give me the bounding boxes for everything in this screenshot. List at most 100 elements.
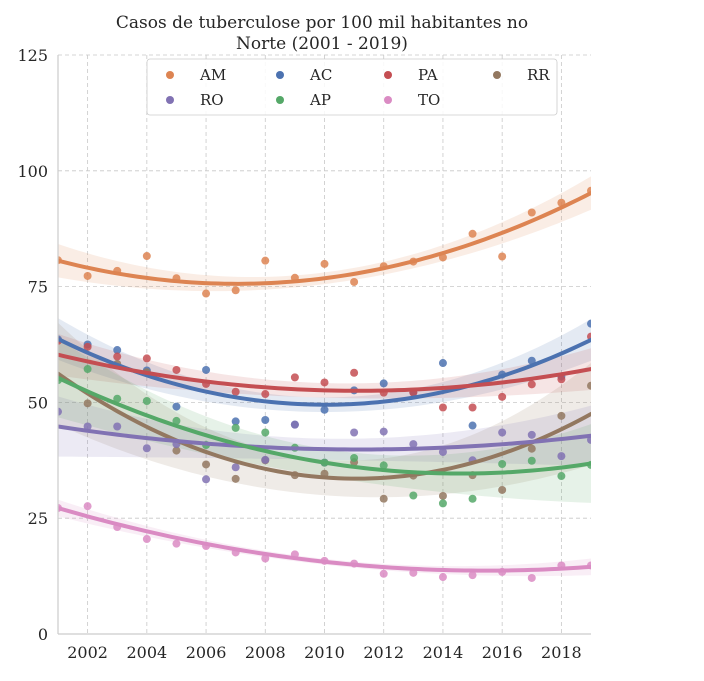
data-point-rr xyxy=(231,474,240,483)
y-tick-label: 125 xyxy=(17,46,48,65)
regression-line-ac xyxy=(58,336,591,407)
data-point-to xyxy=(379,569,388,578)
data-point-ro xyxy=(261,455,270,464)
data-point-ap xyxy=(409,491,418,500)
data-point-ro xyxy=(438,447,447,456)
confidence-band-rr xyxy=(58,322,591,498)
data-point-rr xyxy=(379,494,388,503)
grid xyxy=(58,54,591,635)
data-point-pa xyxy=(468,403,477,412)
data-point-ap xyxy=(527,456,536,465)
confidence-band-ap xyxy=(58,338,591,503)
data-point-ro xyxy=(58,407,62,416)
data-point-ap xyxy=(379,461,388,470)
confidence-band-am xyxy=(58,176,591,292)
legend-marker-ac xyxy=(276,71,284,79)
data-point-ac xyxy=(468,421,477,430)
data-point-am xyxy=(527,208,536,217)
data-point-pa xyxy=(172,365,181,374)
legend-marker-am xyxy=(166,71,174,79)
data-point-rr xyxy=(202,460,211,469)
data-point-rr xyxy=(83,399,92,408)
legend: AM AC PA RR RO AP TO xyxy=(146,58,558,116)
data-point-ac xyxy=(587,319,591,328)
regression-line-am xyxy=(58,191,591,286)
chart-title-line-1: Casos de tuberculose por 100 mil habitan… xyxy=(116,13,528,33)
y-tick-label: 75 xyxy=(28,278,48,297)
data-point-ap xyxy=(350,453,359,462)
data-point-ro xyxy=(350,428,359,437)
x-tick-label: 2010 xyxy=(304,643,345,662)
data-point-ac xyxy=(231,417,240,426)
legend-marker-pa xyxy=(384,71,392,79)
data-point-ap xyxy=(142,397,151,406)
data-point-ap xyxy=(113,394,122,403)
y-tick-label: 0 xyxy=(38,625,48,644)
data-point-ap xyxy=(468,494,477,503)
y-tick-label: 25 xyxy=(28,509,48,528)
x-tick-label: 2018 xyxy=(541,643,582,662)
regression-line-ro xyxy=(58,424,591,452)
data-point-to xyxy=(172,539,181,548)
data-point-pa xyxy=(83,342,92,351)
data-point-to xyxy=(468,571,477,580)
data-point-rr xyxy=(527,444,536,453)
data-point-ro xyxy=(290,420,299,429)
data-point-pa xyxy=(113,352,122,361)
data-point-ro xyxy=(379,427,388,436)
legend-label-ac: AC xyxy=(309,66,332,84)
legend-label-ro: RO xyxy=(200,91,224,109)
data-point-ac xyxy=(261,416,270,425)
confidence-band-pa xyxy=(58,333,591,399)
data-point-pa xyxy=(231,387,240,396)
regression-line-ap xyxy=(58,375,591,476)
regression-line-to xyxy=(58,506,591,573)
data-point-rr xyxy=(498,485,507,494)
data-point-pa xyxy=(261,390,270,399)
chart-title-line-2: Norte (2001 - 2019) xyxy=(236,34,408,54)
regression-lines xyxy=(58,191,591,573)
legend-label-rr: RR xyxy=(527,66,550,84)
legend-marker-to xyxy=(384,96,392,104)
data-point-pa xyxy=(320,378,329,387)
data-point-rr xyxy=(587,381,591,390)
y-tick-label: 100 xyxy=(17,162,48,181)
data-point-am xyxy=(498,252,507,261)
data-point-rr xyxy=(438,491,447,500)
data-point-am xyxy=(350,277,359,286)
data-point-pa xyxy=(142,354,151,363)
x-tick-label: 2012 xyxy=(363,643,404,662)
data-point-to xyxy=(261,554,270,563)
data-point-pa xyxy=(498,392,507,401)
data-point-to xyxy=(83,502,92,511)
data-point-rr xyxy=(172,446,181,455)
x-tick-label: 2002 xyxy=(67,643,108,662)
data-point-to xyxy=(438,573,447,582)
data-point-pa xyxy=(290,373,299,382)
legend-label-am: AM xyxy=(199,66,226,84)
data-point-pa xyxy=(438,403,447,412)
legend-marker-rr xyxy=(493,71,501,79)
data-point-ro xyxy=(202,475,211,484)
data-point-pa xyxy=(527,380,536,389)
data-point-am xyxy=(231,286,240,295)
data-point-am xyxy=(261,256,270,265)
y-tick-label: 50 xyxy=(28,393,48,412)
data-point-ro xyxy=(409,440,418,449)
data-point-ac xyxy=(320,405,329,414)
x-tick-label: 2006 xyxy=(186,643,227,662)
data-point-ro xyxy=(142,444,151,453)
legend-box xyxy=(146,58,558,116)
data-point-rr xyxy=(557,411,566,420)
data-point-ap xyxy=(557,472,566,481)
data-point-am xyxy=(83,271,92,280)
data-point-ac xyxy=(202,365,211,374)
data-point-am xyxy=(202,289,211,298)
data-point-ro xyxy=(231,463,240,472)
data-point-ro xyxy=(498,428,507,437)
data-point-ac xyxy=(113,346,122,355)
data-point-pa xyxy=(557,375,566,384)
data-point-ap xyxy=(83,365,92,374)
legend-marker-ro xyxy=(166,96,174,104)
